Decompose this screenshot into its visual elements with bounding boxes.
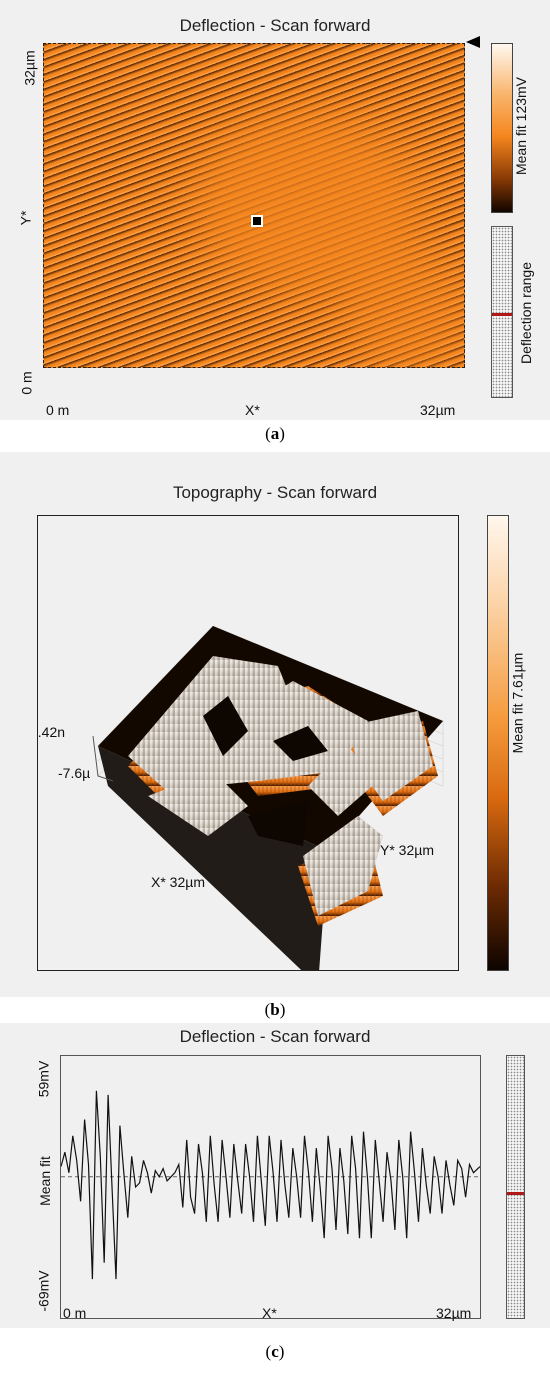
- colorbar-label: Mean fit 123mV: [513, 76, 530, 176]
- x-left-label: 0 m: [63, 1305, 87, 1321]
- smooth-region-lower: [344, 244, 464, 367]
- range-marker: [492, 313, 512, 316]
- y-mid-label: Y*: [17, 210, 34, 226]
- topography-surface: [92, 625, 444, 970]
- range-label: Deflection range: [517, 262, 534, 364]
- panel-c-title: Deflection - Scan forward: [179, 1027, 371, 1046]
- deflection-image[interactable]: [43, 43, 465, 368]
- y-mid-label: Mean fit: [36, 1156, 53, 1206]
- topography-3d-view[interactable]: 7.42n -7.6µ X* 32µm Y* 32µm: [37, 515, 459, 971]
- y-bottom-label: -69mV: [35, 1270, 52, 1312]
- y-bottom-label: 0 m: [18, 371, 35, 395]
- colorbar[interactable]: [491, 43, 513, 213]
- x-right-label: 32µm: [436, 1305, 472, 1321]
- deflection-range-bar[interactable]: [506, 1055, 525, 1319]
- caption-a: (a): [265, 424, 285, 443]
- z-top-label: 7.42n: [37, 724, 66, 740]
- y-top-label: 59mV: [35, 1060, 52, 1098]
- series-line: [61, 1090, 480, 1280]
- x-axis-label: X* 32µm: [151, 874, 205, 890]
- topography-colorbar[interactable]: [487, 515, 509, 971]
- panel-a: Deflection - Scan forward 32µm Y* 0 m 0 …: [0, 0, 550, 420]
- x-mid-label: X*: [262, 1305, 277, 1321]
- z-bottom-label: -7.6µ: [58, 765, 91, 781]
- x-right-label: 32µm: [420, 402, 456, 418]
- profile-chart: [61, 1090, 480, 1280]
- panel-b: Topography - Scan forward: [0, 452, 550, 997]
- deflection-range-bar[interactable]: [491, 226, 513, 398]
- colorbar-label: Mean fit 7.61µm: [509, 652, 526, 754]
- cursor-marker[interactable]: [251, 215, 263, 227]
- caption-c: (c): [265, 1342, 285, 1361]
- x-mid-label: X*: [245, 402, 260, 418]
- corner-marker-icon[interactable]: [466, 36, 480, 48]
- range-marker: [507, 1192, 524, 1195]
- z-axis: [92, 735, 114, 782]
- y-axis-label: Y* 32µm: [380, 842, 434, 858]
- panel-a-title: Deflection - Scan forward: [179, 16, 371, 35]
- panel-b-title: Topography - Scan forward: [172, 483, 378, 502]
- caption-b: (b): [264, 1000, 286, 1019]
- panel-c: Deflection - Scan forward 59mV Mean fit …: [0, 1023, 550, 1328]
- y-top-label: 32µm: [21, 50, 38, 86]
- profile-plot-frame[interactable]: [60, 1055, 481, 1319]
- x-left-label: 0 m: [46, 402, 70, 418]
